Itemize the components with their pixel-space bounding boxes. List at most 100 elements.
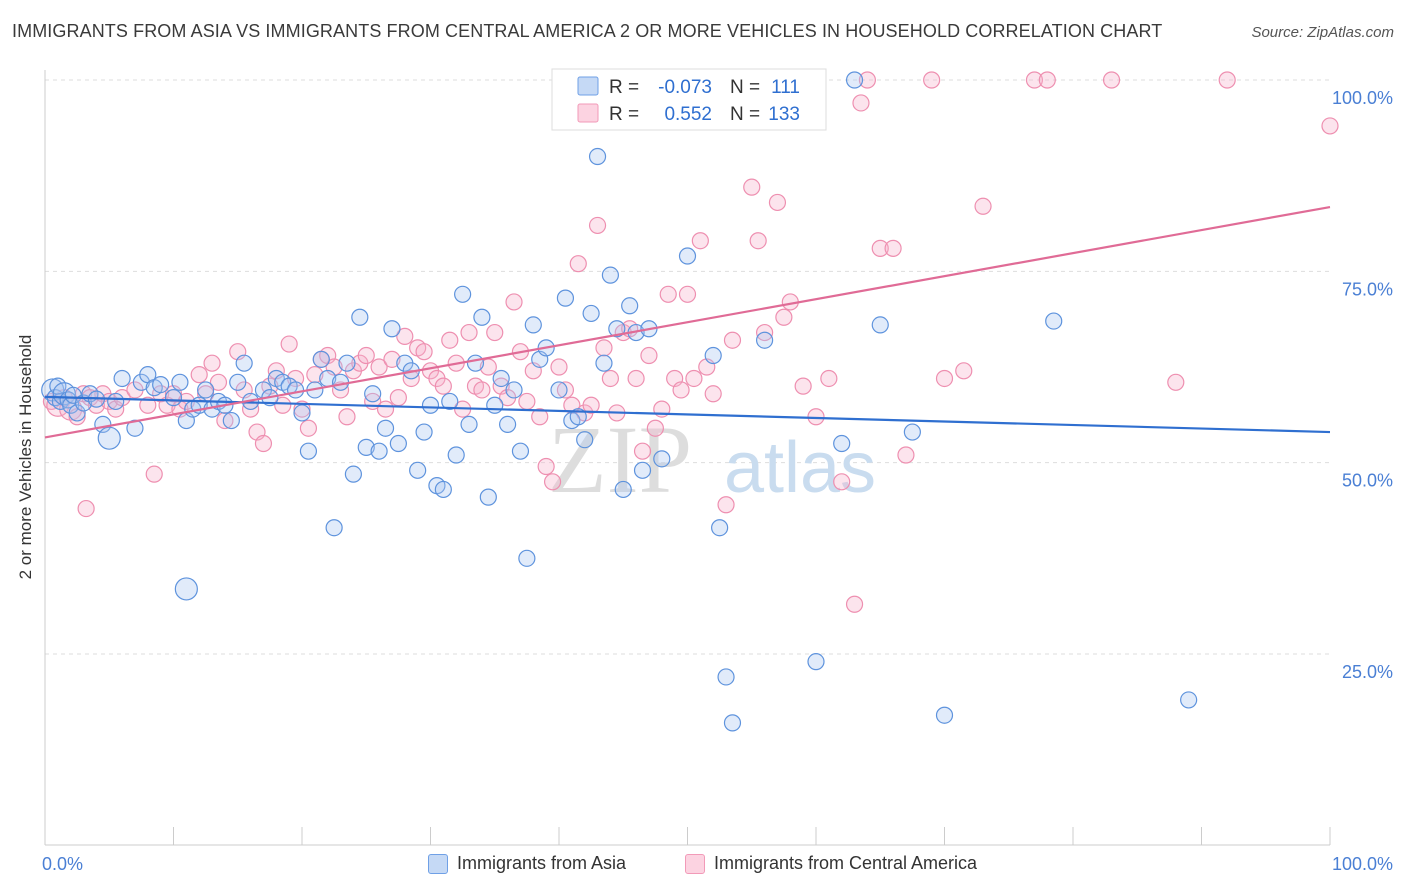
point-central-america xyxy=(556,381,575,399)
point-asia xyxy=(833,434,851,453)
point-asia xyxy=(415,423,433,441)
point-central-america xyxy=(743,178,761,196)
point-central-america xyxy=(749,232,767,250)
point-central-america xyxy=(1321,117,1339,135)
point-asia xyxy=(1045,312,1063,330)
point-asia xyxy=(678,247,697,265)
point-asia xyxy=(550,381,568,399)
point-asia xyxy=(935,706,954,724)
point-central-america xyxy=(274,396,292,414)
point-central-america xyxy=(77,499,95,518)
point-asia xyxy=(174,577,198,601)
legend-swatch-central-america-bottom xyxy=(685,853,705,874)
axes xyxy=(44,70,1331,846)
point-asia xyxy=(171,373,189,391)
point-asia xyxy=(152,376,170,394)
point-asia xyxy=(903,423,921,441)
point-central-america xyxy=(627,369,645,388)
point-central-america xyxy=(672,381,690,399)
point-asia xyxy=(511,442,530,460)
point-asia xyxy=(312,350,330,368)
trend-line-asia xyxy=(44,395,1331,434)
point-asia xyxy=(755,331,774,349)
point-asia xyxy=(286,381,305,399)
legend-r-label-central-america: R = xyxy=(609,104,639,125)
point-central-america xyxy=(1218,71,1236,89)
point-central-america xyxy=(531,408,549,426)
point-central-america xyxy=(897,446,915,464)
legend-item-asia: Immigrants from Asia xyxy=(428,853,626,874)
point-central-america xyxy=(588,216,607,235)
trend-lines xyxy=(44,205,1331,439)
point-asia xyxy=(357,438,375,456)
point-central-america xyxy=(659,285,677,303)
point-central-america xyxy=(299,419,318,437)
point-asia xyxy=(711,519,729,537)
point-central-america xyxy=(203,354,221,372)
legend-n-label-central-america: N = xyxy=(730,104,760,125)
point-asia xyxy=(389,434,407,453)
point-central-america xyxy=(852,94,870,112)
point-asia xyxy=(107,392,125,411)
point-central-america xyxy=(1167,373,1185,391)
point-central-america xyxy=(254,434,273,453)
point-central-america xyxy=(923,71,941,89)
legend-label-asia: Immigrants from Asia xyxy=(457,853,627,873)
point-asia xyxy=(556,289,575,307)
point-central-america xyxy=(845,595,864,613)
point-asia xyxy=(871,316,889,334)
point-central-america xyxy=(569,255,587,273)
legend-swatch-central-america xyxy=(577,103,599,123)
point-central-america xyxy=(209,373,228,391)
point-asia xyxy=(473,308,491,326)
point-asia xyxy=(197,381,215,399)
point-asia xyxy=(222,411,240,430)
point-asia xyxy=(633,461,652,479)
point-asia xyxy=(364,385,382,403)
point-asia xyxy=(344,465,362,483)
point-central-america xyxy=(216,411,234,430)
point-asia xyxy=(460,415,478,433)
point-asia xyxy=(299,442,318,460)
point-asia xyxy=(588,147,607,166)
point-asia xyxy=(164,389,183,407)
point-central-america xyxy=(190,366,208,384)
legend-n-value-central-america: 133 xyxy=(768,104,800,125)
point-asia xyxy=(608,320,626,338)
point-central-america xyxy=(389,389,407,407)
point-central-america xyxy=(820,369,838,388)
point-central-america xyxy=(1102,71,1121,89)
legend-n-value-asia: 111 xyxy=(771,77,800,98)
point-central-america xyxy=(396,327,414,345)
point-central-america xyxy=(723,331,742,349)
point-central-america xyxy=(370,358,388,376)
y-tick-label: 50.0% xyxy=(1342,471,1393,491)
point-asia xyxy=(68,404,86,422)
trend-line-central-america xyxy=(44,205,1331,439)
point-asia xyxy=(351,308,369,326)
point-central-america xyxy=(280,335,298,353)
point-asia xyxy=(434,480,452,499)
point-central-america xyxy=(646,419,664,437)
point-asia xyxy=(338,354,356,372)
series-central-america-points xyxy=(42,71,1339,613)
point-asia xyxy=(845,71,864,89)
point-central-america xyxy=(460,323,478,342)
point-central-america xyxy=(537,457,555,476)
point-asia xyxy=(1180,691,1198,709)
point-central-america xyxy=(139,396,157,414)
point-central-america xyxy=(717,496,735,514)
point-central-america xyxy=(595,339,613,357)
chart-title: IMMIGRANTS FROM ASIA VS IMMIGRANTS FROM … xyxy=(12,21,1163,41)
legend-r-value-asia: -0.073 xyxy=(658,77,712,98)
point-central-america xyxy=(145,465,163,483)
point-central-america xyxy=(357,346,375,365)
point-asia xyxy=(717,668,735,686)
point-central-america xyxy=(640,346,658,365)
watermark-zip: ZIP xyxy=(548,406,692,513)
x-tick-label: 100.0% xyxy=(1332,854,1393,874)
point-central-america xyxy=(582,396,600,414)
y-tick-label: 75.0% xyxy=(1342,279,1393,299)
point-central-america xyxy=(1025,71,1044,89)
